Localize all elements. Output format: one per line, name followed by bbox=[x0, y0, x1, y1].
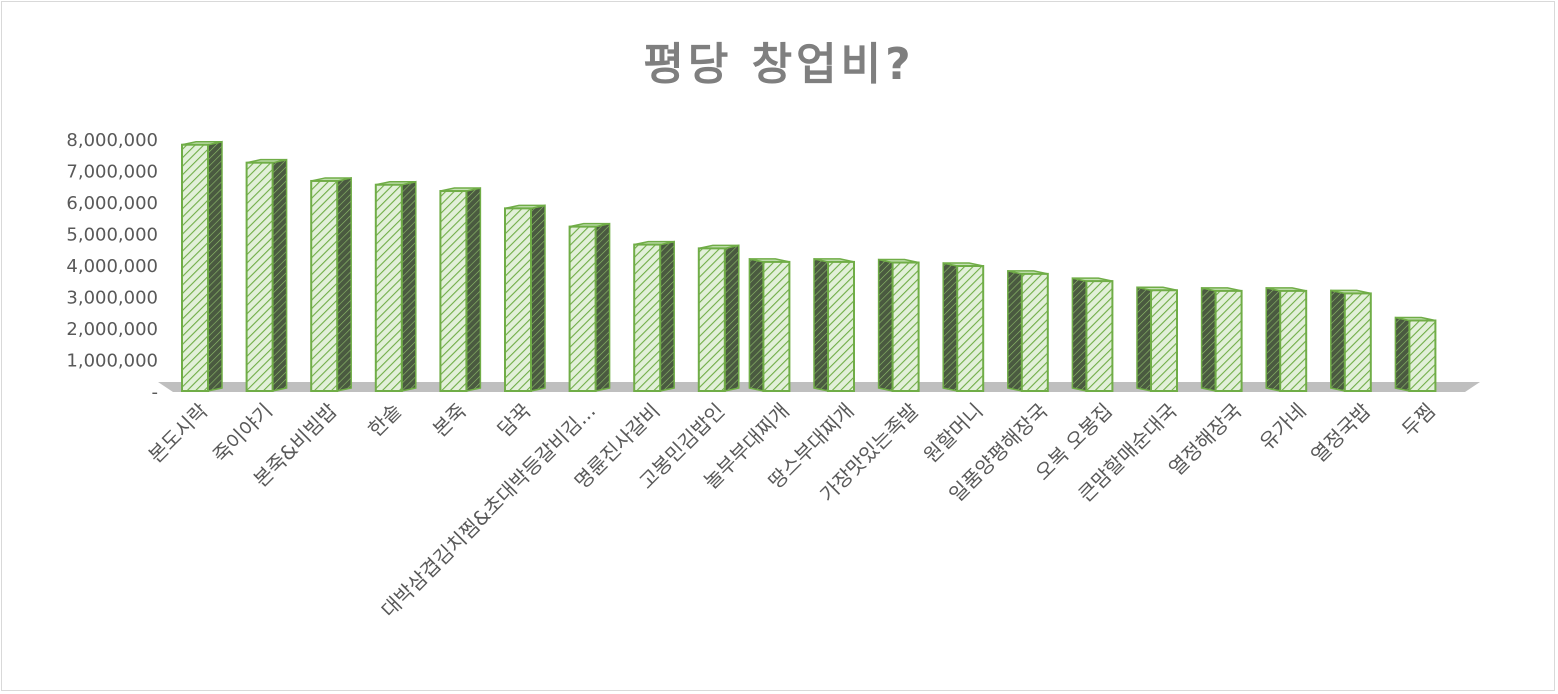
category-label: 담꾹 bbox=[493, 399, 536, 442]
bar bbox=[942, 262, 985, 392]
bar-front bbox=[1150, 289, 1178, 393]
bar bbox=[1136, 286, 1178, 393]
bar bbox=[181, 140, 223, 392]
bar-side bbox=[271, 158, 288, 392]
bar-side bbox=[1071, 277, 1088, 392]
bar bbox=[748, 257, 791, 392]
bar-front bbox=[1020, 272, 1049, 392]
bar bbox=[504, 204, 546, 392]
bar-side bbox=[207, 140, 223, 392]
bar bbox=[374, 180, 417, 392]
y-tick-label: 3,000,000 bbox=[66, 288, 158, 309]
bar-side bbox=[1200, 286, 1217, 392]
bar bbox=[310, 177, 352, 392]
bar-side bbox=[336, 177, 352, 392]
bar bbox=[813, 257, 855, 392]
y-tick-label: - bbox=[152, 382, 159, 403]
bar-side bbox=[465, 187, 482, 392]
bar bbox=[245, 158, 288, 392]
bar-front bbox=[310, 179, 339, 392]
category-label: 한솥 bbox=[363, 399, 406, 442]
bar-front bbox=[891, 261, 920, 392]
bar bbox=[1007, 269, 1049, 392]
category-label: 열정국밥 bbox=[1306, 399, 1375, 468]
bar bbox=[1394, 316, 1437, 392]
bar-side bbox=[942, 262, 958, 392]
bar-side bbox=[1007, 269, 1023, 392]
bar-front bbox=[1085, 280, 1114, 392]
y-tick-label: 6,000,000 bbox=[66, 193, 158, 214]
bar-front bbox=[1343, 292, 1372, 392]
y-tick-label: 1,000,000 bbox=[66, 351, 158, 372]
bar-front bbox=[633, 243, 662, 392]
bar bbox=[1330, 289, 1372, 392]
bar bbox=[877, 258, 920, 392]
bar-side bbox=[1330, 289, 1346, 392]
bar-side bbox=[530, 204, 546, 392]
bar bbox=[633, 240, 675, 392]
category-label: 두찜 bbox=[1397, 399, 1440, 442]
bar-front bbox=[245, 161, 274, 392]
bar bbox=[568, 222, 611, 392]
category-label: 본도시락 bbox=[144, 399, 213, 468]
bar-front bbox=[1408, 319, 1437, 392]
y-tick-label: 5,000,000 bbox=[66, 225, 158, 246]
bar-front bbox=[504, 207, 532, 392]
bar bbox=[697, 244, 740, 392]
bars bbox=[181, 140, 1437, 393]
bar bbox=[1071, 277, 1114, 392]
bar-front bbox=[697, 247, 726, 392]
bar-side bbox=[748, 257, 765, 392]
bar-side bbox=[1394, 316, 1411, 392]
bar-front bbox=[374, 183, 403, 392]
y-tick-label: 7,000,000 bbox=[66, 162, 158, 183]
bar-front bbox=[762, 260, 791, 392]
y-axis: - 1,000,000 2,000,000 3,000,000 4,000,000 5,0… bbox=[66, 130, 158, 403]
bar-side bbox=[594, 222, 611, 392]
category-label: 유가네 bbox=[1255, 399, 1311, 455]
y-tick-label: 4,000,000 bbox=[66, 256, 158, 277]
bar-front bbox=[956, 265, 985, 392]
bar-front bbox=[827, 260, 855, 392]
chart-title: 평당 창업비? bbox=[643, 39, 915, 90]
y-tick-label: 2,000,000 bbox=[66, 319, 158, 340]
bar-front bbox=[1279, 289, 1308, 393]
y-tick-label: 8,000,000 bbox=[66, 130, 158, 151]
bar bbox=[439, 187, 482, 392]
bar bbox=[1200, 286, 1243, 393]
bar-front bbox=[439, 190, 468, 392]
bar-side bbox=[1265, 286, 1281, 392]
bar-side bbox=[877, 258, 894, 392]
bar-side bbox=[813, 257, 829, 392]
bar-front bbox=[1214, 289, 1243, 393]
bar-front bbox=[181, 143, 209, 392]
bar bbox=[1265, 286, 1308, 393]
category-label: 대박삼겹김치찜&초대박등갈비김... bbox=[376, 399, 600, 623]
category-label: 본죽 bbox=[428, 399, 471, 442]
bar-front bbox=[568, 225, 597, 392]
bar-side bbox=[1136, 286, 1152, 392]
bar-side bbox=[724, 244, 740, 392]
bar-side bbox=[659, 240, 675, 392]
bar-side bbox=[401, 180, 417, 392]
